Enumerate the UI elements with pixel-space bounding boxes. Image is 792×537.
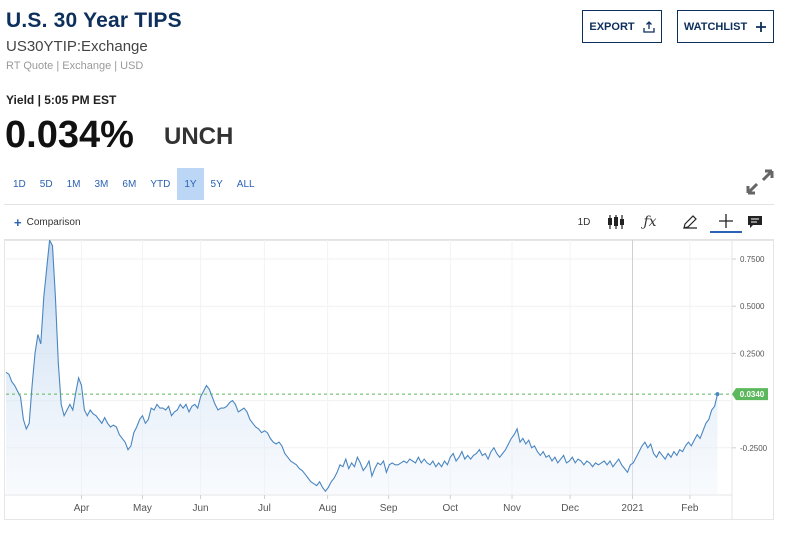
comment-icon: [748, 216, 762, 228]
y-axis: 0.7500 0.5000 0.2500 -0.2500: [732, 255, 768, 453]
watchlist-label: WATCHLIST: [683, 20, 748, 33]
function-icon: ƒx: [643, 214, 657, 230]
crosshair-button[interactable]: [710, 211, 742, 233]
expand-chart-button[interactable]: [745, 168, 775, 196]
last-point: [715, 392, 720, 397]
last-price: 0.034%: [5, 114, 134, 156]
range-5d[interactable]: 5D: [39, 178, 53, 190]
x-tick-label: Jul: [258, 503, 271, 514]
range-1m[interactable]: 1M: [66, 178, 81, 190]
range-1y[interactable]: 1Y: [177, 168, 204, 200]
range-5y[interactable]: 5Y: [210, 178, 223, 190]
candlestick-button[interactable]: [605, 211, 627, 233]
range-ytd[interactable]: YTD: [150, 178, 171, 190]
x-tick-label: Feb: [681, 503, 699, 514]
yield-label: Yield | 5:05 PM EST: [6, 93, 117, 107]
plus-icon: [756, 21, 767, 32]
x-axis: Apr May Jun Jul Aug Sep Oct Nov Dec 2021 Feb: [74, 495, 699, 514]
expand-icon: [746, 169, 774, 195]
interval-selector[interactable]: 1D: [577, 216, 591, 228]
comparison-button[interactable]: + Comparison: [14, 215, 81, 230]
chart-svg[interactable]: 0.7500 0.5000 0.2500 -0.2500 Apr May Jun Jul Au…: [4, 240, 774, 520]
last-value-badge: [732, 388, 768, 401]
y-tick-label: 0.2500: [740, 349, 765, 358]
x-tick-label: 2021: [621, 503, 644, 514]
range-all[interactable]: ALL: [236, 178, 255, 190]
yield-chart[interactable]: 0.7500 0.5000 0.2500 -0.2500 Apr May Jun Jul Au…: [4, 240, 774, 520]
y-tick-label: 0.5000: [740, 302, 765, 311]
export-label: EXPORT: [589, 20, 635, 33]
range-selector: 1D 5D 1M 3M 6M YTD 1Y 5Y ALL: [6, 168, 262, 200]
price-change: UNCH: [164, 123, 234, 150]
candlestick-icon: [608, 215, 624, 229]
x-tick-label: Apr: [74, 503, 90, 514]
range-1d[interactable]: 1D: [13, 178, 26, 190]
range-3m[interactable]: 3M: [94, 178, 109, 190]
export-icon: [642, 20, 655, 33]
x-tick-label: Dec: [561, 503, 579, 514]
x-tick-label: Nov: [503, 503, 521, 514]
comparison-label: Comparison: [26, 217, 81, 228]
series-line: [5, 240, 719, 493]
quote-meta: RT Quote | Exchange | USD: [6, 60, 144, 72]
y-tick-label: -0.2500: [740, 444, 768, 453]
crosshair-icon: [719, 214, 733, 228]
x-tick-label: May: [133, 503, 152, 514]
series-area-fill: [6, 240, 718, 495]
studies-button[interactable]: ƒx: [639, 211, 661, 233]
watchlist-button[interactable]: WATCHLIST: [677, 10, 774, 43]
chart-toolbar: + Comparison 1D ƒx: [4, 204, 774, 240]
x-tick-label: Sep: [380, 503, 398, 514]
x-tick-label: Aug: [319, 503, 337, 514]
last-value-marker: 0.0340: [6, 388, 768, 401]
chart-area: [5, 240, 719, 495]
plus-icon: +: [14, 215, 22, 230]
x-tick-label: Oct: [443, 503, 459, 514]
comment-button[interactable]: [744, 211, 766, 233]
last-value-label: 0.0340: [740, 390, 765, 399]
pencil-icon: [683, 215, 697, 229]
export-button[interactable]: EXPORT: [582, 10, 662, 43]
x-tick-label: Jun: [193, 503, 209, 514]
page-title: U.S. 30 Year TIPS: [6, 9, 182, 32]
range-6m[interactable]: 6M: [122, 178, 137, 190]
y-tick-label: 0.7500: [740, 255, 765, 264]
symbol-label: US30YTIP:Exchange: [6, 38, 148, 55]
draw-button[interactable]: [679, 211, 701, 233]
